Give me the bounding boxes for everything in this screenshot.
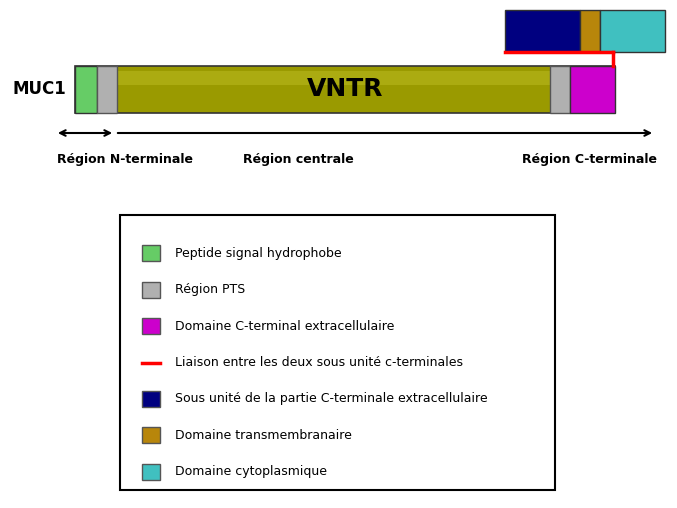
Text: Sous unité de la partie C-terminale extracellulaire: Sous unité de la partie C-terminale extr…: [175, 392, 487, 405]
Bar: [550, 66, 570, 113]
Text: Peptide signal hydrophobe: Peptide signal hydrophobe: [175, 247, 342, 260]
Bar: [142, 245, 160, 261]
Text: Domaine cytoplasmique: Domaine cytoplasmique: [175, 465, 327, 479]
Bar: [580, 10, 600, 52]
Text: Région centrale: Région centrale: [243, 153, 353, 166]
Text: Région N-terminale: Région N-terminale: [57, 153, 193, 166]
Bar: [75, 71, 615, 85]
Bar: [142, 281, 160, 298]
Text: Domaine C-terminal extracellulaire: Domaine C-terminal extracellulaire: [175, 320, 395, 333]
Text: Région C-terminale: Région C-terminale: [522, 153, 657, 166]
Bar: [570, 66, 615, 113]
Bar: [75, 66, 97, 113]
Bar: [600, 10, 665, 52]
Bar: [97, 66, 117, 113]
Text: Liaison entre les deux sous unité c-terminales: Liaison entre les deux sous unité c-term…: [175, 356, 463, 369]
Bar: [120, 215, 555, 490]
Text: VNTR: VNTR: [307, 78, 383, 102]
Bar: [142, 427, 160, 443]
Text: Domaine transmembranaire: Domaine transmembranaire: [175, 429, 352, 442]
Bar: [142, 464, 160, 480]
Bar: [505, 10, 580, 52]
Bar: [142, 391, 160, 407]
Text: MUC1: MUC1: [12, 80, 66, 99]
Text: Région PTS: Région PTS: [175, 283, 245, 296]
Bar: [75, 66, 615, 113]
Bar: [142, 318, 160, 334]
